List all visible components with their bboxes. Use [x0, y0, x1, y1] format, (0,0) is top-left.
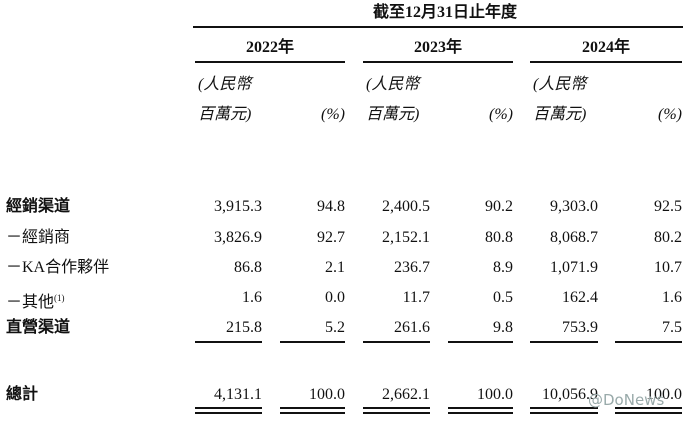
cell-value: 10,056.9 — [542, 386, 598, 403]
cell-value: 261.6 — [394, 319, 430, 336]
cell-value: 92.5 — [654, 198, 682, 215]
year-header: 2023年 — [413, 39, 462, 56]
cell-value: 90.2 — [485, 198, 513, 215]
unit-label: 百萬元) — [533, 106, 587, 123]
year-header: 2022年 — [245, 39, 294, 56]
rule — [363, 412, 430, 414]
rule — [615, 341, 682, 343]
rule — [448, 407, 513, 409]
cell-value: 86.8 — [234, 259, 262, 276]
rule — [448, 412, 513, 414]
cell-value: 3,915.3 — [214, 198, 262, 215]
unit-label: (%) — [489, 106, 513, 123]
row-label: 直營渠道 — [6, 319, 71, 336]
rule — [615, 407, 682, 409]
unit-label: 百萬元) — [366, 106, 420, 123]
cell-value: 2,152.1 — [382, 229, 430, 246]
unit-label: (人民幣 — [533, 76, 587, 93]
footnote-ref: (1) — [54, 293, 65, 303]
rule — [530, 407, 598, 409]
cell-value: 8.9 — [493, 259, 513, 276]
cell-value: 10.7 — [654, 259, 682, 276]
cell-value: 100.0 — [477, 386, 513, 403]
cell-value: 0.0 — [325, 289, 345, 306]
rule — [280, 412, 345, 414]
rule — [195, 412, 262, 414]
cell-value: 5.2 — [325, 319, 345, 336]
rule — [363, 341, 430, 343]
cell-value: 236.7 — [394, 259, 430, 276]
unit-label: (人民幣 — [366, 76, 420, 93]
cell-value: 94.8 — [317, 198, 345, 215]
rule — [195, 407, 262, 409]
cell-value: 80.2 — [654, 229, 682, 246]
row-label: －經銷商 — [6, 229, 71, 246]
cell-value: 100.0 — [309, 386, 345, 403]
cell-value: 92.7 — [317, 229, 345, 246]
rule — [448, 341, 513, 343]
cell-value: 9.8 — [493, 319, 513, 336]
unit-label: 百萬元) — [198, 106, 252, 123]
rule — [280, 407, 345, 409]
cell-value: 9,303.0 — [550, 198, 598, 215]
cell-value: 1,071.9 — [550, 259, 598, 276]
row-label: 總計 — [6, 386, 39, 403]
cell-value: 4,131.1 — [214, 386, 262, 403]
rule — [195, 61, 345, 63]
cell-value: 2,400.5 — [382, 198, 430, 215]
cell-value: 1.6 — [242, 289, 262, 306]
rule — [193, 26, 683, 28]
cell-value: 1.6 — [662, 289, 682, 306]
cell-value: 753.9 — [562, 319, 598, 336]
row-label: 經銷渠道 — [6, 198, 71, 215]
unit-label: (%) — [658, 106, 682, 123]
rule — [195, 341, 262, 343]
cell-value: 7.5 — [662, 319, 682, 336]
cell-value: 100.0 — [646, 386, 682, 403]
rule — [280, 341, 345, 343]
cell-value: 2,662.1 — [382, 386, 430, 403]
unit-label: (%) — [321, 106, 345, 123]
year-header: 2024年 — [581, 39, 630, 56]
cell-value: 215.8 — [226, 319, 262, 336]
rule — [530, 61, 682, 63]
rule — [615, 412, 682, 414]
rule — [530, 412, 598, 414]
header-title: 截至12月31日止年度 — [372, 4, 517, 21]
rule — [363, 407, 430, 409]
rule — [530, 341, 598, 343]
row-label: －KA合作夥伴 — [6, 259, 110, 276]
cell-value: 3,826.9 — [214, 229, 262, 246]
rule — [363, 61, 513, 63]
cell-value: 2.1 — [325, 259, 345, 276]
cell-value: 162.4 — [562, 289, 598, 306]
watermark: @DoNews — [588, 391, 665, 409]
cell-value: 11.7 — [402, 289, 430, 306]
row-label: －其他(1) — [6, 293, 65, 311]
cell-value: 8,068.7 — [550, 229, 598, 246]
cell-value: 0.5 — [493, 289, 513, 306]
cell-value: 80.8 — [485, 229, 513, 246]
unit-label: (人民幣 — [198, 76, 252, 93]
